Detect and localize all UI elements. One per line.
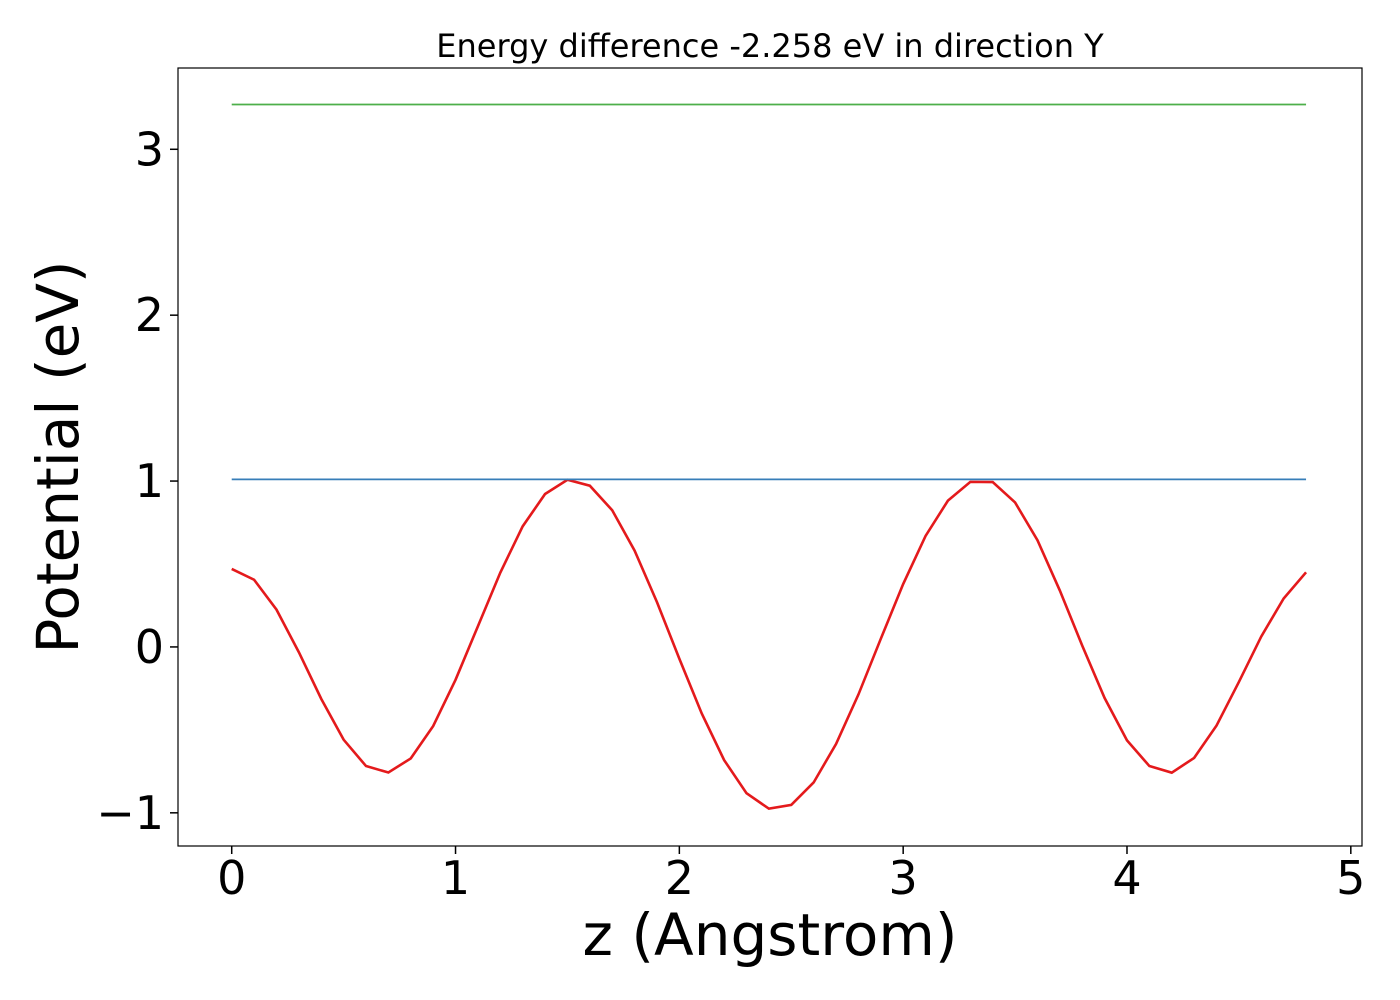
x-tick-label: 1: [441, 851, 470, 905]
y-tick-label: 2: [135, 288, 164, 342]
y-axis-label: Potential (eV): [24, 260, 92, 653]
x-tick-label: 0: [217, 851, 246, 905]
x-axis-label: z (Angstrom): [583, 901, 958, 969]
y-tick-label: −1: [96, 786, 164, 840]
y-tick-label: 1: [135, 454, 164, 508]
x-tick-label: 5: [1336, 851, 1365, 905]
plot-frame: [177, 67, 1363, 847]
line-series: [231, 478, 1308, 811]
chart-title: Energy difference -2.258 eV in direction…: [436, 27, 1104, 65]
y-tick-label: 0: [135, 620, 164, 674]
y-tick-label: 3: [135, 122, 164, 176]
x-tick-label: 2: [665, 851, 694, 905]
x-tick-label: 3: [889, 851, 918, 905]
x-tick-label: 4: [1112, 851, 1141, 905]
